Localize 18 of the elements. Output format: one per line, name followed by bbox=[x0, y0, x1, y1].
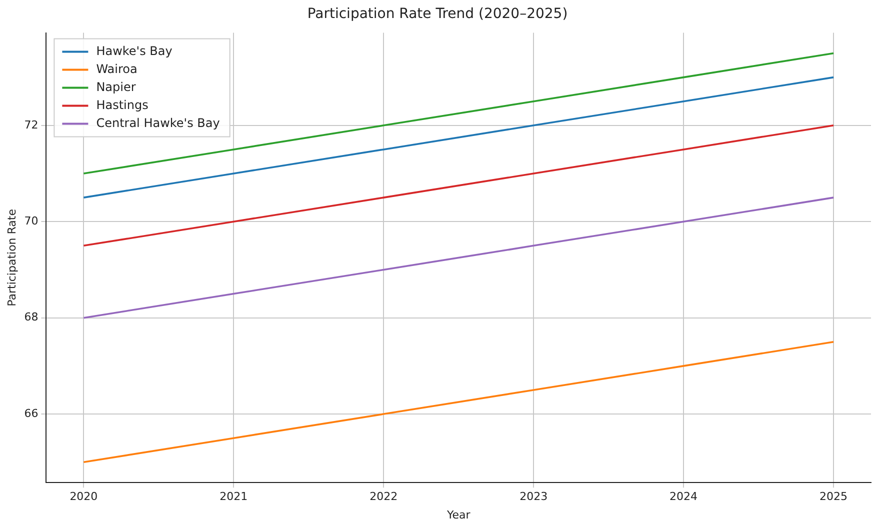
legend-label: Wairoa bbox=[96, 62, 138, 76]
y-tick-label: 70 bbox=[24, 214, 38, 228]
y-tick-label: 72 bbox=[24, 118, 38, 132]
x-tick-label: 2022 bbox=[370, 490, 398, 504]
x-tick-label: 2023 bbox=[520, 490, 548, 504]
legend-label: Central Hawke's Bay bbox=[96, 116, 220, 130]
chart-title: Participation Rate Trend (2020–2025) bbox=[307, 6, 568, 22]
y-axis-title: Participation Rate bbox=[5, 208, 18, 306]
legend-label: Napier bbox=[96, 80, 136, 94]
y-tick-label: 68 bbox=[24, 310, 38, 324]
y-tick-label: 66 bbox=[24, 406, 38, 420]
x-tick-label: 2025 bbox=[820, 490, 848, 504]
legend-label: Hastings bbox=[96, 98, 148, 112]
x-tick-label: 2024 bbox=[670, 490, 698, 504]
x-tick-label: 2021 bbox=[220, 490, 248, 504]
x-axis-title: Year bbox=[446, 508, 471, 522]
legend-label: Hawke's Bay bbox=[96, 44, 172, 58]
x-tick-label: 2020 bbox=[70, 490, 98, 504]
